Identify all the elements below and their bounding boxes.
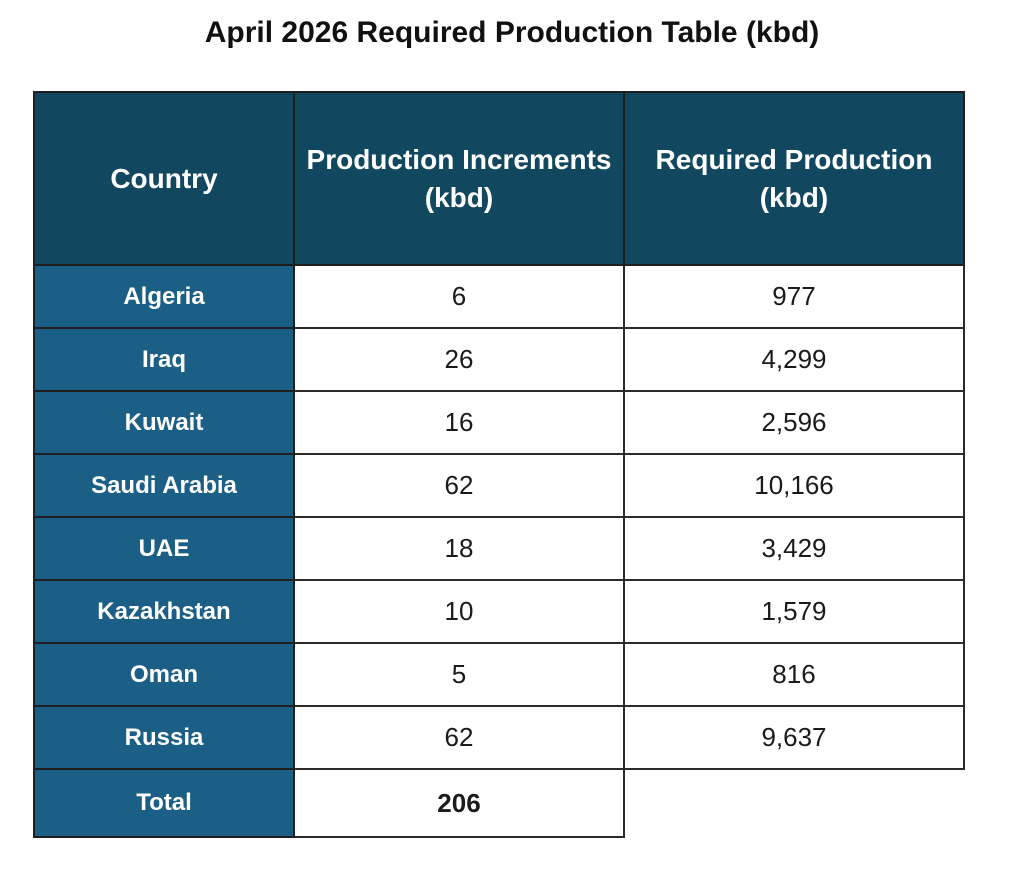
total-increment: 206 — [293, 768, 625, 838]
cell-increment: 5 — [293, 642, 625, 707]
row-label: Algeria — [33, 264, 295, 329]
total-label: Total — [33, 768, 295, 838]
row-label: Kazakhstan — [33, 579, 295, 644]
cell-required: 1,579 — [623, 579, 965, 644]
table-row-russia: Russia 62 9,637 — [33, 705, 965, 770]
cell-required: 2,596 — [623, 390, 965, 455]
cell-required: 10,166 — [623, 453, 965, 518]
row-label: Iraq — [33, 327, 295, 392]
production-table: Country Production Increments (kbd) Requ… — [33, 91, 965, 838]
row-label: Saudi Arabia — [33, 453, 295, 518]
table-row-kuwait: Kuwait 16 2,596 — [33, 390, 965, 455]
cell-required: 9,637 — [623, 705, 965, 770]
cell-increment: 16 — [293, 390, 625, 455]
table-row-algeria: Algeria 6 977 — [33, 264, 965, 329]
row-label: Oman — [33, 642, 295, 707]
cell-required: 3,429 — [623, 516, 965, 581]
cell-increment: 18 — [293, 516, 625, 581]
table-row-kazakhstan: Kazakhstan 10 1,579 — [33, 579, 965, 644]
cell-required: 816 — [623, 642, 965, 707]
cell-increment: 62 — [293, 705, 625, 770]
page-title: April 2026 Required Production Table (kb… — [204, 16, 820, 49]
cell-required: 977 — [623, 264, 965, 329]
table-row-oman: Oman 5 816 — [33, 642, 965, 707]
cell-increment: 62 — [293, 453, 625, 518]
row-label: Russia — [33, 705, 295, 770]
cell-increment: 6 — [293, 264, 625, 329]
cell-increment: 26 — [293, 327, 625, 392]
header-production-increments: Production Increments (kbd) — [293, 91, 625, 266]
table-header-row: Country Production Increments (kbd) Requ… — [33, 91, 965, 266]
table-row-total: Total 206 — [33, 768, 964, 838]
header-country: Country — [33, 91, 295, 266]
cell-required: 4,299 — [623, 327, 965, 392]
row-label: UAE — [33, 516, 295, 581]
cell-increment: 10 — [293, 579, 625, 644]
empty-cell — [624, 769, 964, 837]
header-required-production: Required Production (kbd) — [623, 91, 965, 266]
table-row-uae: UAE 18 3,429 — [33, 516, 965, 581]
table-row-saudi-arabia: Saudi Arabia 62 10,166 — [33, 453, 965, 518]
row-label: Kuwait — [33, 390, 295, 455]
table-row-iraq: Iraq 26 4,299 — [33, 327, 965, 392]
